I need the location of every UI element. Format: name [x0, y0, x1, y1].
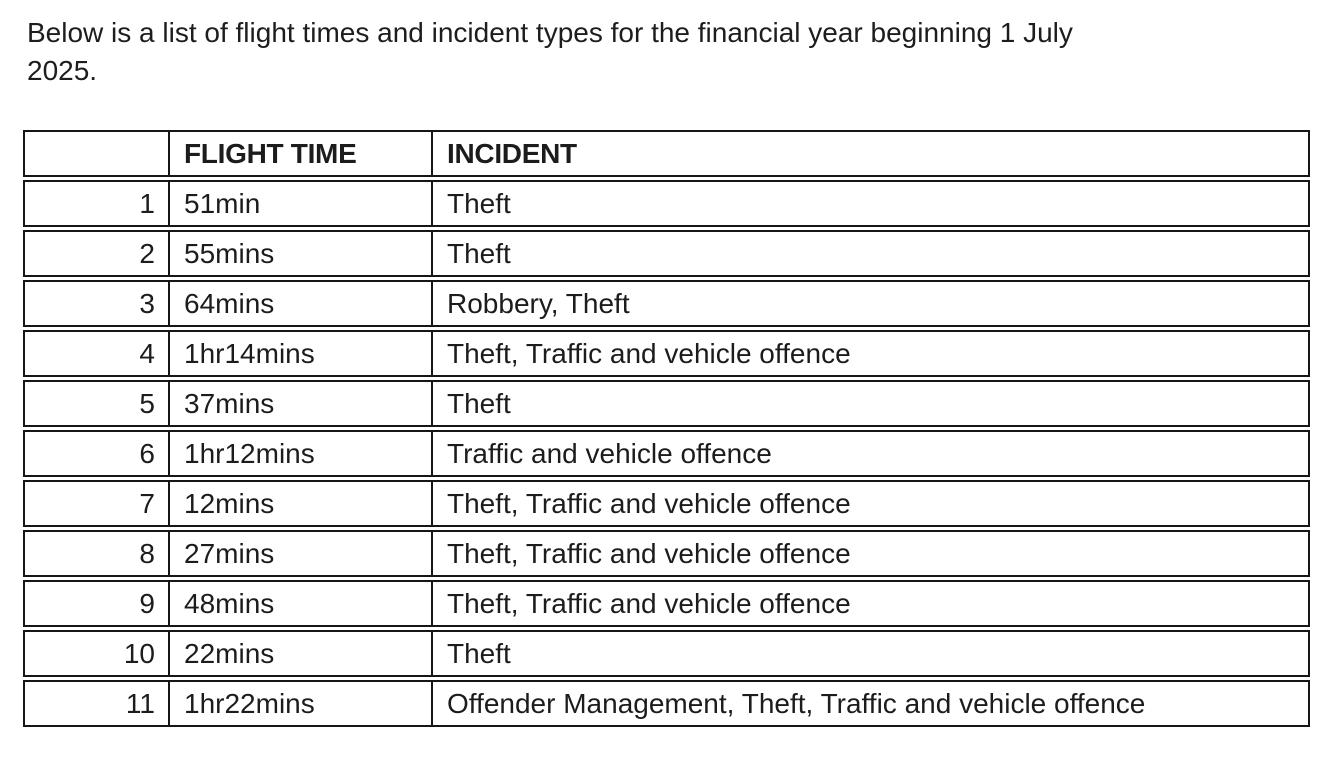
- incident-cell: Traffic and vehicle offence: [447, 437, 772, 469]
- table-row: 6 1hr12mins Traffic and vehicle offence: [23, 430, 1310, 477]
- header-cell-index: [25, 132, 170, 175]
- row-number-cell: 3: [25, 282, 170, 325]
- row-number-cell: 11: [25, 682, 170, 725]
- flight-time-cell: 51min: [170, 182, 433, 225]
- row-number-cell: 10: [25, 632, 170, 675]
- header-cell-flight-time: FLIGHT TIME: [170, 132, 433, 175]
- incident-cell: Theft: [447, 237, 511, 269]
- row-number-cell: 4: [25, 332, 170, 375]
- row-number-cell: 5: [25, 382, 170, 425]
- table-row: 7 12mins Theft, Traffic and vehicle offe…: [23, 480, 1310, 527]
- table-row: 1 51min Theft: [23, 180, 1310, 227]
- flight-time-cell: 12mins: [170, 482, 433, 525]
- row-number-cell: 8: [25, 532, 170, 575]
- incident-cell: Theft: [447, 637, 511, 669]
- flight-time-cell: 1hr22mins: [170, 682, 433, 725]
- incident-cell: Theft, Traffic and vehicle offence: [447, 587, 851, 619]
- table-row: 5 37mins Theft: [23, 380, 1310, 427]
- table-header-row: FLIGHT TIME INCIDENT: [23, 130, 1310, 177]
- flight-time-cell: 1hr14mins: [170, 332, 433, 375]
- header-cell-incident: INCIDENT: [447, 137, 577, 169]
- flight-time-cell: 48mins: [170, 582, 433, 625]
- intro-line-2: 2025.: [27, 55, 98, 86]
- row-number-cell: 9: [25, 582, 170, 625]
- flight-incident-table: FLIGHT TIME INCIDENT 1 51min Theft 2 55m…: [23, 130, 1310, 730]
- flight-time-cell: 1hr12mins: [170, 432, 433, 475]
- flight-time-cell: 64mins: [170, 282, 433, 325]
- table-row: 2 55mins Theft: [23, 230, 1310, 277]
- row-number-cell: 1: [25, 182, 170, 225]
- table-body: 1 51min Theft 2 55mins Theft 3 64mins Ro…: [23, 180, 1310, 727]
- row-number-cell: 7: [25, 482, 170, 525]
- table-row: 9 48mins Theft, Traffic and vehicle offe…: [23, 580, 1310, 627]
- flight-time-cell: 27mins: [170, 532, 433, 575]
- table-row: 8 27mins Theft, Traffic and vehicle offe…: [23, 530, 1310, 577]
- table-row: 10 22mins Theft: [23, 630, 1310, 677]
- intro-line-1: Below is a list of flight times and inci…: [27, 17, 1073, 48]
- incident-cell: Robbery, Theft: [447, 287, 630, 319]
- row-number-cell: 2: [25, 232, 170, 275]
- table-row: 11 1hr22mins Offender Management, Theft,…: [23, 680, 1310, 727]
- row-number-cell: 6: [25, 432, 170, 475]
- flight-time-cell: 37mins: [170, 382, 433, 425]
- incident-cell: Theft, Traffic and vehicle offence: [447, 487, 851, 519]
- incident-cell: Theft, Traffic and vehicle offence: [447, 337, 851, 369]
- flight-time-cell: 55mins: [170, 232, 433, 275]
- incident-cell: Theft, Traffic and vehicle offence: [447, 537, 851, 569]
- table-row: 4 1hr14mins Theft, Traffic and vehicle o…: [23, 330, 1310, 377]
- incident-cell: Theft: [447, 187, 511, 219]
- table-row: 3 64mins Robbery, Theft: [23, 280, 1310, 327]
- incident-cell: Offender Management, Theft, Traffic and …: [447, 687, 1146, 719]
- flight-time-cell: 22mins: [170, 632, 433, 675]
- incident-cell: Theft: [447, 387, 511, 419]
- intro-paragraph: Below is a list of flight times and inci…: [27, 14, 1327, 90]
